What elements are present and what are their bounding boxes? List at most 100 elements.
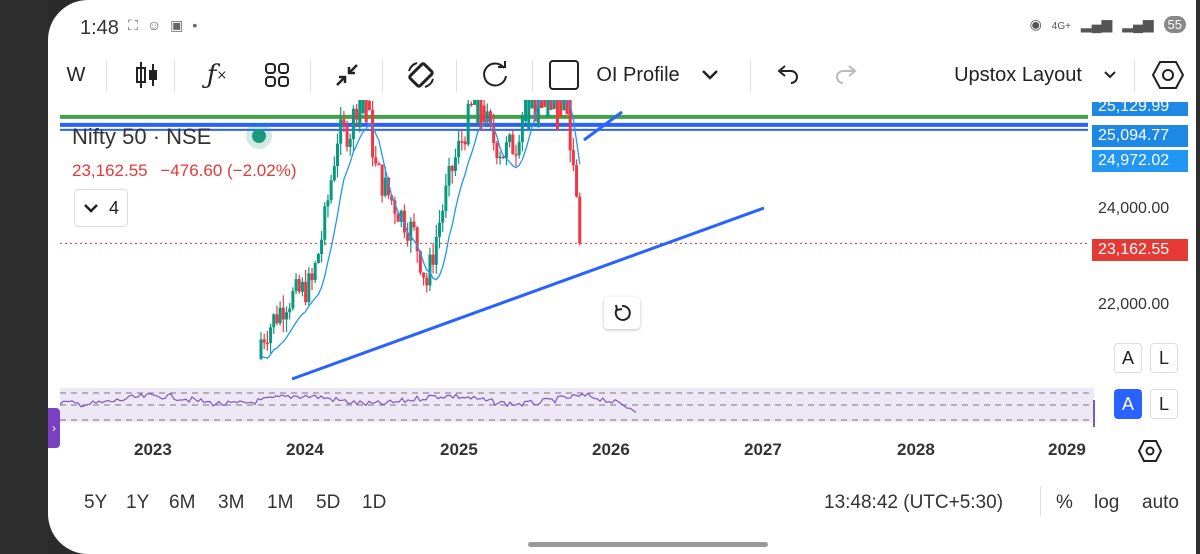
time-tick: 2029 (1048, 440, 1086, 459)
range-1m[interactable]: 1M (267, 492, 294, 513)
candle-body (489, 111, 492, 126)
candle-body (524, 100, 528, 122)
rsi-auto-scale-button[interactable]: A (1114, 389, 1142, 419)
candle-body (565, 100, 569, 115)
settings-hexagon-icon[interactable] (1150, 52, 1186, 98)
candle-body (555, 100, 559, 131)
status-system-icons: ◉ 4G+ ▂▄▆ ▂▄▆ 55 (1024, 16, 1186, 33)
candle-body (297, 279, 301, 292)
candle-body (498, 156, 502, 159)
candle-body (336, 143, 339, 167)
candle-body (345, 124, 349, 147)
collapse-arrows-icon[interactable] (332, 52, 362, 98)
candle-body (511, 134, 515, 155)
chevron-down-icon[interactable] (696, 52, 724, 98)
percent-toggle[interactable]: % (1056, 492, 1073, 513)
side-panel-toggle[interactable]: › (48, 408, 60, 448)
candle-body (326, 200, 330, 207)
candle-body (536, 100, 540, 128)
candle-body (447, 165, 451, 186)
candle-body (275, 314, 279, 324)
candle-body (387, 177, 390, 196)
candle-body (533, 100, 537, 122)
templates-icon[interactable] (262, 52, 292, 98)
price-label-top: 25,129.99 (1092, 102, 1188, 116)
range-3m[interactable]: 3M (218, 492, 245, 513)
reset-icon (614, 304, 631, 321)
candle-body (272, 314, 276, 328)
candle-body (355, 108, 359, 120)
layout-selector[interactable]: Upstox Layout (954, 63, 1082, 86)
range-5y[interactable]: 5Y (84, 492, 108, 513)
candle-body (514, 154, 518, 156)
symbol-title[interactable]: Nifty 50 · NSE (72, 124, 212, 149)
candle-body (278, 307, 282, 324)
status-notification-icons: ⛶ ☺ ▣ • (128, 17, 206, 34)
candle-body (428, 254, 432, 286)
bottom-toolbar: 5Y 1Y 6M 3M 1M 5D 1D 13:48:42 (UTC+5:30)… (48, 478, 1196, 524)
candle-body (348, 138, 352, 147)
candle-body (259, 339, 263, 359)
candle-body (540, 100, 543, 109)
time-axis-settings-icon[interactable] (1134, 434, 1166, 468)
oi-profile-checkbox[interactable] (548, 52, 580, 98)
candle-body (425, 277, 429, 286)
candle-body (501, 156, 505, 159)
candlestick-icon[interactable] (132, 52, 162, 98)
chart-toolbar: W ƒ × OI Profile (48, 52, 1196, 100)
battery-icon: 55 (1163, 16, 1186, 33)
candle-body (460, 141, 464, 143)
reload-icon[interactable] (478, 52, 512, 98)
candle-body (380, 164, 384, 196)
candle-body (313, 262, 317, 281)
auto-toggle[interactable]: auto (1142, 492, 1179, 513)
candle-body (316, 254, 320, 263)
clock-timezone[interactable]: 13:48:42 (UTC+5:30) (824, 492, 1004, 513)
candle-body (409, 221, 413, 241)
candle-body (367, 101, 371, 111)
layout-chevron-down-icon[interactable] (1098, 52, 1122, 98)
candle-body (562, 100, 566, 111)
indicators-fx-icon[interactable]: ƒ × (206, 60, 228, 90)
candle-body (546, 100, 550, 118)
trendline (291, 110, 765, 381)
candle-body (549, 100, 553, 110)
market-status-dot (252, 129, 266, 143)
price-chart[interactable] (48, 100, 1196, 440)
candle-body (310, 273, 314, 281)
time-tick: 2023 (134, 440, 172, 459)
price-tick-22000: 22,000.00 (1098, 296, 1170, 313)
snapchat-icon: ☺ (146, 17, 162, 33)
candle-body (332, 166, 336, 181)
time-tick: 2026 (592, 440, 630, 459)
auto-scale-button[interactable]: A (1114, 343, 1142, 373)
log-toggle[interactable]: log (1094, 492, 1120, 513)
range-5d[interactable]: 5D (316, 492, 341, 513)
hotspot-icon: ◉ (1029, 16, 1042, 32)
interval-button[interactable]: W (66, 63, 86, 86)
range-1y[interactable]: 1Y (126, 492, 150, 513)
indicators-collapse-button[interactable]: 4 (74, 189, 128, 227)
candle-body (504, 142, 508, 159)
undo-icon[interactable] (772, 52, 802, 98)
candle-body (527, 100, 531, 130)
candle-body (431, 254, 435, 265)
rsi-log-scale-button[interactable]: L (1150, 389, 1178, 419)
candle-body (463, 141, 467, 145)
legend-values: 23,162.55 −476.60 (−2.02%) (72, 161, 296, 181)
gesture-nav-bar (528, 542, 768, 547)
range-1d[interactable]: 1D (362, 492, 387, 513)
rotate-screen-icon[interactable] (404, 52, 438, 98)
reset-chart-button[interactable] (604, 297, 640, 329)
candle-body (393, 200, 397, 214)
price-label-green-level: 25,094.77 (1092, 125, 1188, 147)
range-6m[interactable]: 6M (169, 492, 196, 513)
candle-body (453, 157, 457, 171)
oi-profile-label[interactable]: OI Profile (596, 63, 680, 86)
log-scale-button[interactable]: L (1150, 343, 1178, 373)
candle-body (441, 210, 445, 223)
candle-body (415, 227, 419, 252)
redo-icon[interactable] (832, 52, 862, 98)
status-bar: 1:48 ⛶ ☺ ▣ • ◉ 4G+ ▂▄▆ ▂▄▆ 55 (48, 0, 1196, 52)
candle-body (288, 308, 292, 313)
